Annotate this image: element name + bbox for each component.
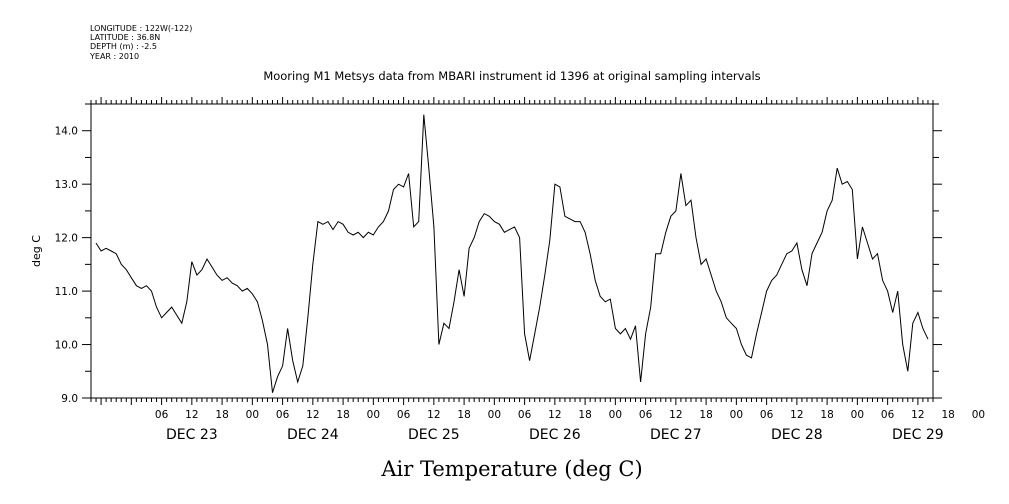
chart-title: Mooring M1 Metsys data from MBARI instru… xyxy=(263,69,760,83)
day-label: DEC 26 xyxy=(529,427,581,443)
day-label: DEC 28 xyxy=(771,427,823,443)
x-tick-label: 12 xyxy=(548,409,561,421)
day-label: DEC 23 xyxy=(166,427,218,443)
y-tick-label: 9.0 xyxy=(61,393,78,405)
x-tick-label: 00 xyxy=(367,409,380,421)
meta-depth: DEPTH (m) : -2.5 xyxy=(90,42,157,51)
x-tick-label: 06 xyxy=(639,409,653,421)
day-label: DEC 29 xyxy=(892,427,944,443)
day-label: DEC 27 xyxy=(650,427,702,443)
x-tick-label: 18 xyxy=(941,409,954,421)
x-tick-label: 12 xyxy=(669,409,682,421)
x-tick-label: 06 xyxy=(155,409,169,421)
x-tick-label: 18 xyxy=(578,409,591,421)
x-tick-labels: 06 12 18 00 06 12 18 00 06 12 18 00 06 12 18 00 06 12 18 00… xyxy=(155,409,985,421)
x-tick-label: 00 xyxy=(730,409,743,421)
y-tick-label: 12.0 xyxy=(55,233,78,245)
y-axis-label: deg C xyxy=(30,235,43,267)
meta-longitude: LONGITUDE : 122W(-122) xyxy=(90,24,192,33)
axis-ticks xyxy=(82,97,942,405)
x-tick-label: 12 xyxy=(427,409,440,421)
x-tick-label: 00 xyxy=(246,409,259,421)
meta-year: YEAR : 2010 xyxy=(89,52,139,61)
x-tick-label: 06 xyxy=(881,409,895,421)
x-tick-label: 18 xyxy=(699,409,712,421)
x-tick-label: 18 xyxy=(215,409,228,421)
y-tick-label: 10.0 xyxy=(55,340,78,352)
y-tick-label: 13.0 xyxy=(55,179,78,191)
y-tick-labels: 9.0 10.0 11.0 12.0 13.0 14.0 xyxy=(55,126,78,405)
meta-block: LONGITUDE : 122W(-122) LATITUDE : 36.8N … xyxy=(89,24,192,61)
y-tick-label: 14.0 xyxy=(55,126,78,138)
chart-caption: Air Temperature (deg C) xyxy=(380,457,642,481)
x-tick-label: 06 xyxy=(760,409,774,421)
x-tick-label: 06 xyxy=(397,409,411,421)
x-tick-label: 18 xyxy=(820,409,833,421)
y-tick-label: 11.0 xyxy=(55,286,78,298)
x-tick-label: 00 xyxy=(488,409,501,421)
meta-latitude: LATITUDE : 36.8N xyxy=(90,33,160,42)
x-tick-label: 00 xyxy=(851,409,864,421)
day-label: DEC 24 xyxy=(287,427,339,443)
x-tick-label: 00 xyxy=(972,409,985,421)
day-label: DEC 25 xyxy=(408,427,460,443)
x-tick-label: 12 xyxy=(185,409,198,421)
x-tick-label: 00 xyxy=(609,409,622,421)
x-tick-label: 18 xyxy=(336,409,349,421)
plot-frame xyxy=(90,103,934,399)
air-temperature-line xyxy=(95,114,929,393)
x-tick-label: 12 xyxy=(911,409,924,421)
x-tick-label: 06 xyxy=(276,409,290,421)
x-tick-label: 12 xyxy=(790,409,803,421)
x-tick-label: 06 xyxy=(518,409,532,421)
day-labels: DEC 23 DEC 24 DEC 25 DEC 26 DEC 27 DEC 28 DEC … xyxy=(166,427,944,443)
x-tick-label: 12 xyxy=(306,409,319,421)
x-tick-label: 18 xyxy=(457,409,470,421)
